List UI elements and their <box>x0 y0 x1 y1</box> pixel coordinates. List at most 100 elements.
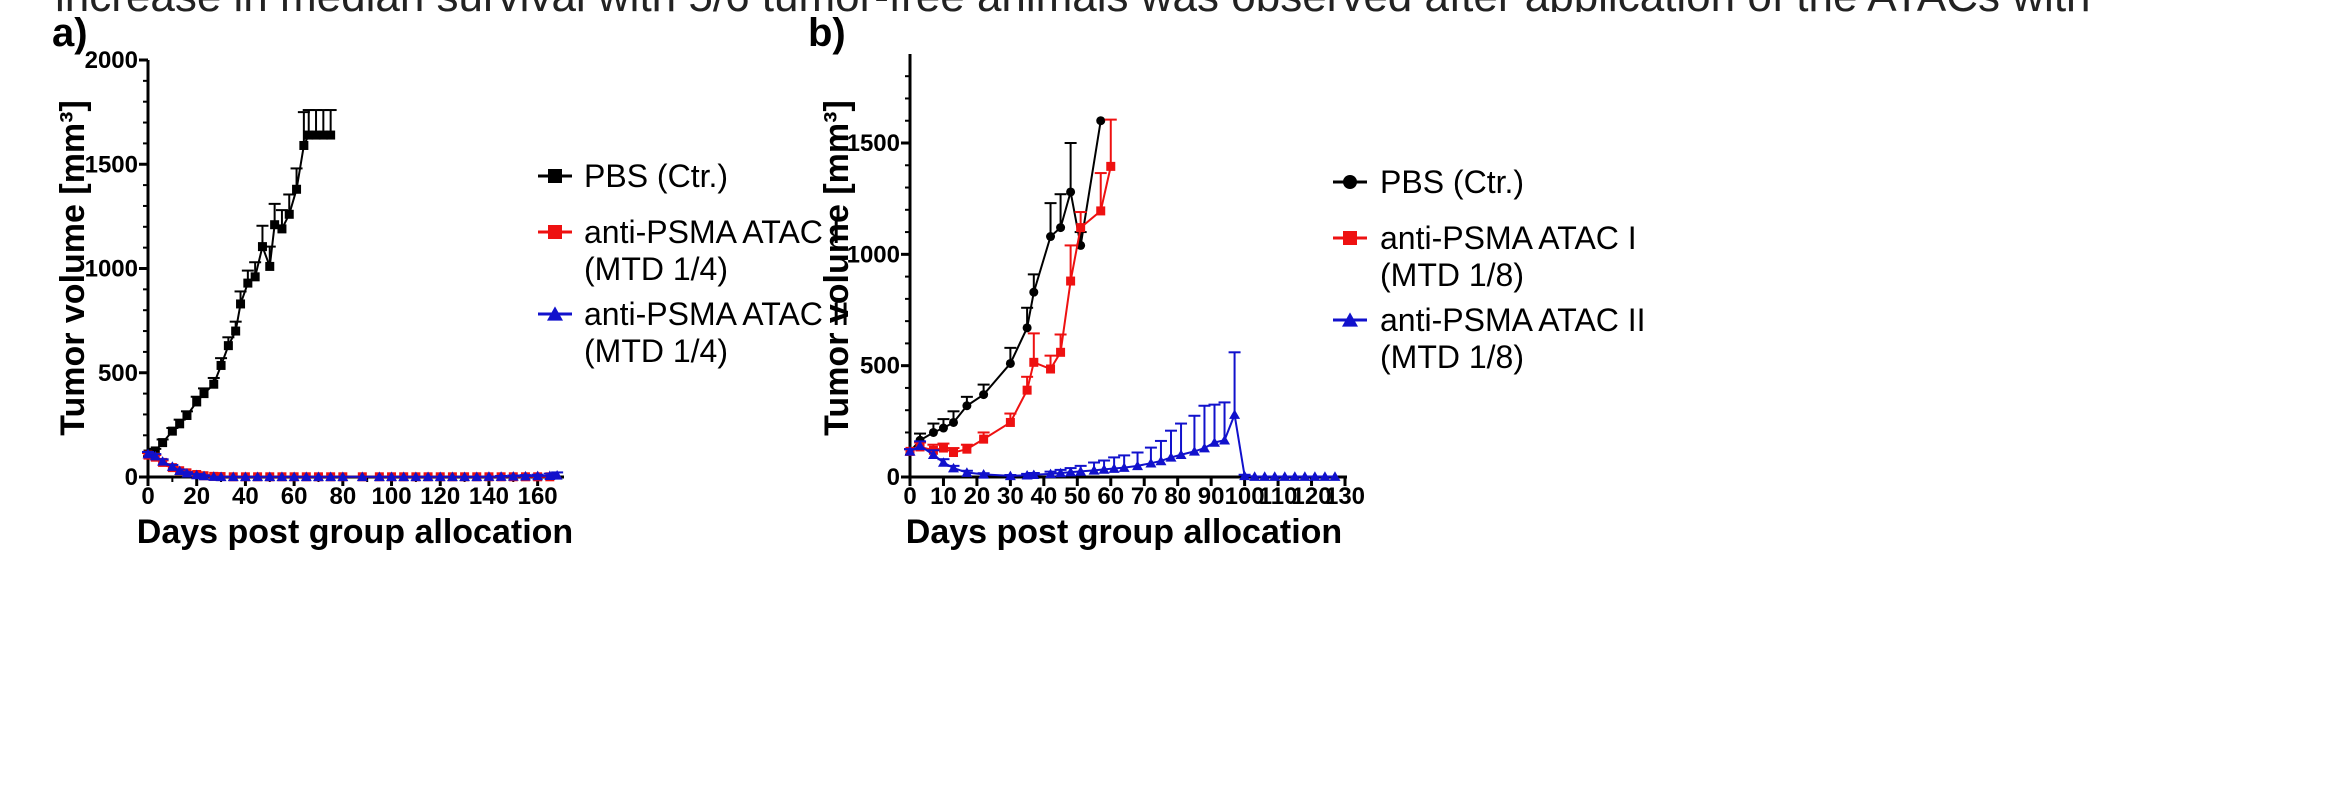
data-point <box>326 130 336 140</box>
x-tick-label: 100 <box>1225 483 1265 510</box>
data-point <box>1096 116 1106 126</box>
data-point <box>1046 232 1056 242</box>
x-tick-label: 60 <box>1097 483 1124 510</box>
data-point <box>544 470 556 481</box>
data-point <box>1046 364 1056 374</box>
legend-label: anti-PSMA ATAC II <box>584 296 850 332</box>
data-point <box>300 471 312 482</box>
x-tick-label: 70 <box>1131 483 1158 510</box>
data-point <box>410 471 422 482</box>
data-point <box>157 456 169 466</box>
x-tick-label: 20 <box>964 483 991 510</box>
data-point <box>1106 161 1116 171</box>
legend-marker <box>548 169 562 183</box>
data-point <box>519 470 531 481</box>
data-point <box>1108 463 1120 473</box>
legend-label: anti-PSMA ATAC I <box>584 214 841 250</box>
legend-label: anti-PSMA ATAC II <box>1380 302 1646 338</box>
data-point <box>1096 206 1106 216</box>
data-point <box>495 471 507 481</box>
x-tick-label: 40 <box>1030 483 1057 510</box>
data-point <box>1209 437 1220 447</box>
data-point <box>192 397 202 407</box>
data-point <box>1065 466 1077 477</box>
data-point <box>191 469 203 480</box>
legend-label-line2: (MTD 1/4) <box>584 251 728 287</box>
data-point <box>181 467 193 478</box>
y-tick-label: 1500 <box>847 130 900 157</box>
data-point <box>1319 471 1331 481</box>
data-point <box>532 470 544 481</box>
data-point <box>1004 470 1016 481</box>
data-point <box>962 401 972 411</box>
data-point <box>356 471 368 482</box>
data-point <box>928 427 938 437</box>
data-point <box>1098 464 1110 474</box>
data-point <box>1269 471 1281 481</box>
data-point <box>1118 462 1130 472</box>
data-point <box>949 417 958 427</box>
data-point <box>223 341 233 351</box>
series-line <box>909 166 1112 454</box>
x-tick-label: 80 <box>329 483 356 510</box>
data-point <box>938 423 948 433</box>
legend-marker <box>548 225 562 239</box>
y-tick-label: 0 <box>125 464 138 491</box>
x-axis-label: Days post group allocation <box>906 513 1342 551</box>
data-point <box>1329 471 1341 481</box>
data-point <box>1005 358 1015 368</box>
legend-marker <box>547 306 563 321</box>
data-point <box>1259 471 1271 481</box>
data-point <box>318 130 328 140</box>
data-point <box>142 448 154 459</box>
data-point <box>914 440 926 451</box>
data-point <box>927 449 939 460</box>
data-point <box>265 261 275 271</box>
data-point <box>1066 187 1076 197</box>
legend-label-line2: (MTD 1/8) <box>1380 257 1524 293</box>
caption-text: increase in median survival with 5/6 tum… <box>55 0 2315 12</box>
legend-label: PBS (Ctr.) <box>584 158 728 194</box>
data-point <box>938 443 948 453</box>
data-point <box>961 467 973 477</box>
data-point <box>1056 347 1066 357</box>
data-point <box>1175 449 1187 460</box>
data-point <box>1165 452 1177 462</box>
x-tick-label: 90 <box>1198 483 1225 510</box>
x-tick-label: 0 <box>141 483 154 510</box>
legend-label: PBS (Ctr.) <box>1380 164 1524 200</box>
data-point <box>158 438 168 448</box>
data-point <box>1005 417 1015 427</box>
data-point <box>243 278 253 288</box>
data-point <box>276 471 288 482</box>
data-point <box>1198 442 1210 453</box>
data-point <box>904 446 916 456</box>
data-point <box>1088 465 1100 475</box>
data-point <box>1045 468 1057 479</box>
data-point <box>1249 471 1261 481</box>
panel-label: b) <box>808 11 846 55</box>
data-point <box>1188 446 1200 456</box>
data-point <box>1279 471 1291 481</box>
x-tick-label: 40 <box>232 483 259 510</box>
x-tick-label: 0 <box>903 483 916 510</box>
data-point <box>198 470 210 481</box>
data-point <box>166 461 178 471</box>
data-point <box>167 426 177 436</box>
data-point <box>1056 223 1066 233</box>
y-tick-label: 2000 <box>85 47 138 74</box>
data-point <box>239 471 251 482</box>
data-point <box>1299 471 1311 481</box>
data-point <box>398 471 410 482</box>
legend-marker <box>1343 175 1357 189</box>
data-point <box>182 410 192 420</box>
data-point <box>227 471 239 482</box>
series-0 <box>904 116 1106 456</box>
data-point <box>208 471 220 481</box>
data-point <box>1289 471 1301 481</box>
data-point <box>231 326 241 336</box>
data-point <box>483 471 495 481</box>
series-line <box>147 134 331 455</box>
data-point <box>264 471 276 482</box>
y-tick-label: 500 <box>860 353 900 380</box>
